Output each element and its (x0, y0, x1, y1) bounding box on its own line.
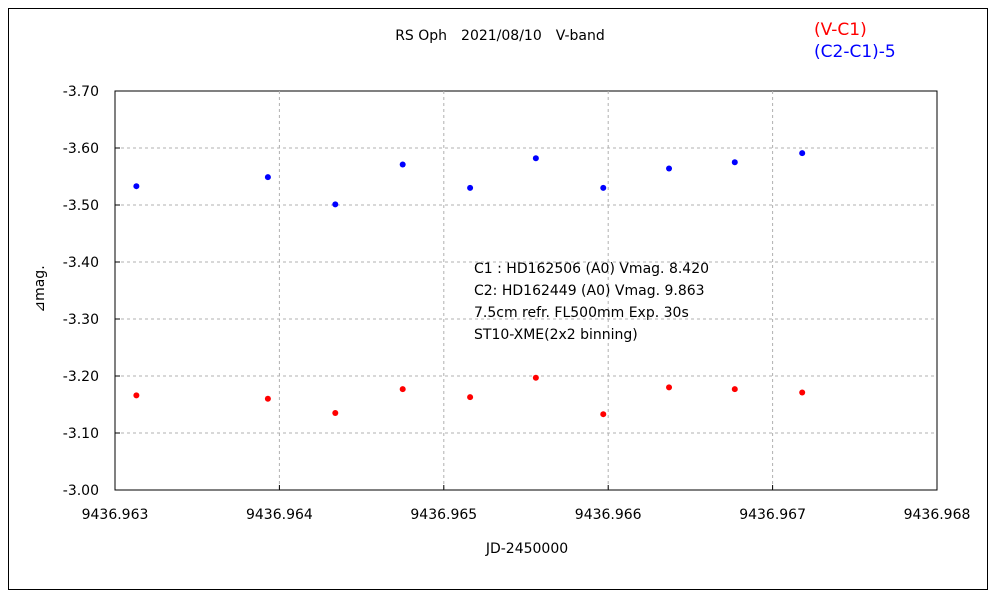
v-c1-point (133, 392, 140, 399)
x-tick-label: 9436.964 (246, 507, 313, 523)
grid (115, 91, 937, 490)
x-tick-label: 9436.966 (575, 507, 642, 523)
legend-v-c1: (V-C1) (814, 20, 867, 40)
v-c1-point (532, 374, 539, 381)
y-axis-label: ⊿mag. (32, 265, 48, 312)
c2-c1-point (332, 201, 339, 208)
x-tick-label: 9436.967 (739, 507, 806, 523)
y-tick-label: -3.60 (63, 141, 99, 157)
y-tick-label: -3.50 (63, 198, 99, 214)
y-tick-label: -3.40 (63, 255, 99, 271)
c2-c1-point (666, 165, 673, 172)
c2-c1-point (399, 161, 406, 168)
chart-frame (8, 8, 988, 590)
annotation-c1: C1 : HD162506 (A0) Vmag. 8.420 (474, 261, 709, 277)
y-tick-label: -3.30 (63, 312, 99, 328)
x-tick-label: 9436.965 (410, 507, 477, 523)
v-c1-point (666, 384, 673, 391)
annotation-telescope: 7.5cm refr. FL500mm Exp. 30s (474, 305, 689, 321)
annotation-c2: C2: HD162449 (A0) Vmag. 9.863 (474, 283, 705, 299)
x-tick-label: 9436.963 (82, 507, 149, 523)
v-c1-point (399, 386, 406, 393)
v-c1-point (731, 386, 738, 393)
v-c1-point (600, 411, 607, 418)
c2-c1-point (467, 184, 474, 191)
chart-title: RS Oph 2021/08/10 V-band (395, 28, 605, 44)
x-tick-label: 9436.968 (904, 507, 971, 523)
y-tick-label: -3.00 (63, 483, 99, 499)
legend-c2-c1-5: (C2-C1)-5 (814, 42, 896, 62)
c2-c1-point (133, 183, 140, 190)
y-tick-label: -3.10 (63, 426, 99, 442)
c2-c1-point (264, 174, 271, 181)
v-c1-point (264, 395, 271, 402)
c2-c1-point (731, 159, 738, 166)
annotation-camera: ST10-XME(2x2 binning) (474, 327, 638, 343)
v-c1-point (467, 394, 474, 401)
c2-c1-point (600, 184, 607, 191)
c2-c1-point (799, 150, 806, 157)
y-tick-label: -3.20 (63, 369, 99, 385)
x-axis-label: JD-2450000 (485, 541, 568, 557)
v-c1-point (332, 410, 339, 417)
v-c1-point (799, 389, 806, 396)
y-tick-label: -3.70 (63, 84, 99, 100)
plot-area (114, 90, 938, 491)
c2-c1-point (532, 155, 539, 162)
axis-ticks: -3.70 -3.60 -3.50 -3.40 -3.30 -3.20 -3.10 -3.00… (63, 84, 971, 523)
data-marks (133, 150, 806, 418)
